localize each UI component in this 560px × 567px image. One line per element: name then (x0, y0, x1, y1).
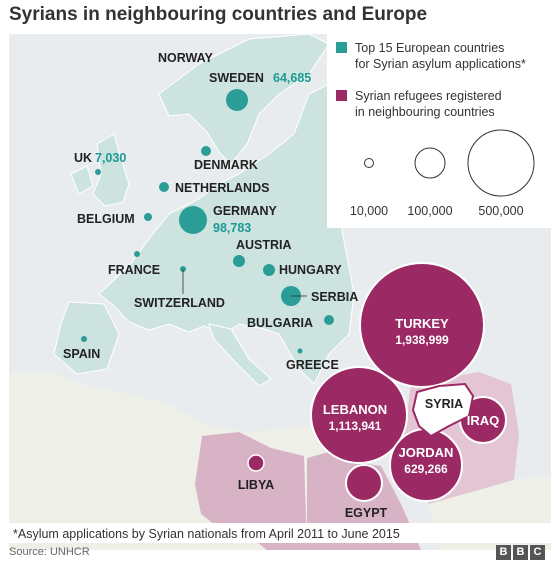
bubble-turkey (359, 262, 485, 388)
europe-markers (81, 89, 334, 354)
logo-letter: B (513, 545, 528, 560)
source-note: Source: UNHCR (9, 546, 90, 558)
legend-circle-medium (414, 147, 446, 179)
logo-letter: B (496, 545, 511, 560)
label-spain: SPAIN (63, 347, 100, 361)
marker-uk (95, 169, 101, 175)
bubble-egypt (345, 464, 383, 502)
label-serbia: SERBIA (311, 290, 358, 304)
label-france: FRANCE (108, 263, 160, 277)
chart-title: Syrians in neighbouring countries and Eu… (9, 4, 428, 25)
legend-swatch-refugees (336, 90, 347, 101)
neighbour-markers (247, 262, 507, 502)
marker-netherlands (159, 182, 169, 192)
marker-bulgaria (324, 315, 334, 325)
legend-circle-large (467, 129, 535, 197)
label-belgium: BELGIUM (77, 212, 135, 226)
marker-hungary (263, 264, 275, 276)
label-hungary: HUNGARY (279, 263, 342, 277)
value-lebanon: 1,113,941 (329, 419, 382, 433)
marker-denmark (201, 146, 211, 156)
label-lebanon: LEBANON (323, 402, 387, 417)
label-austria: AUSTRIA (236, 238, 292, 252)
value-sweden: 64,685 (273, 71, 311, 85)
label-jordan: JORDAN (399, 445, 454, 460)
footnote: *Asylum applications by Syrian nationals… (13, 527, 400, 541)
logo-letter: C (530, 545, 545, 560)
marker-france (134, 251, 140, 257)
label-sweden: SWEDEN (209, 71, 264, 85)
bubble-lebanon (310, 366, 408, 464)
marker-greece (297, 348, 303, 354)
italy-land (208, 323, 272, 387)
marker-belgium (144, 213, 152, 221)
label-norway: NORWAY (158, 51, 214, 65)
value-turkey: 1,938,999 (395, 333, 449, 347)
ireland-land (70, 165, 94, 195)
map: Top 15 European countries for Syrian asy… (9, 34, 551, 550)
bbc-logo: B B C (496, 545, 545, 560)
value-jordan: 629,266 (404, 462, 448, 476)
label-germany: GERMANY (213, 204, 278, 218)
label-uk: UK (74, 151, 92, 165)
marker-austria (233, 255, 245, 267)
legend-europe-line2: for Syrian asylum applications* (355, 57, 526, 71)
marker-sweden (226, 89, 248, 111)
label-greece: GREECE (286, 358, 339, 372)
value-germany: 98,783 (213, 221, 251, 235)
value-uk: 7,030 (95, 151, 126, 165)
legend-panel (327, 34, 551, 228)
europe-land (53, 83, 355, 385)
label-iraq: IRAQ (467, 413, 500, 428)
legend-refugees-line2: in neighbouring countries (355, 105, 495, 119)
libya-land (195, 432, 307, 550)
legend-size-label: 500,000 (478, 204, 523, 218)
marker-germany (179, 206, 207, 234)
label-egypt: EGYPT (345, 506, 388, 520)
label-switzerland: SWITZERLAND (134, 296, 225, 310)
label-turkey: TURKEY (395, 316, 449, 331)
label-syria: SYRIA (425, 397, 463, 411)
label-netherlands: NETHERLANDS (175, 181, 269, 195)
uk-land (92, 133, 130, 207)
bubble-libya (247, 454, 265, 472)
legend: Top 15 European countries for Syrian asy… (327, 34, 551, 228)
label-denmark: DENMARK (194, 158, 258, 172)
legend-swatch-europe (336, 42, 347, 53)
legend-size-label: 100,000 (407, 204, 452, 218)
label-bulgaria: BULGARIA (247, 316, 313, 330)
legend-refugees-line1: Syrian refugees registered (355, 89, 502, 103)
syria-outline (411, 382, 475, 438)
legend-europe-line1: Top 15 European countries (355, 41, 504, 55)
footnote-strip (9, 523, 551, 543)
marker-spain (81, 336, 87, 342)
label-libya: LIBYA (238, 478, 274, 492)
legend-size-label: 10,000 (350, 204, 388, 218)
legend-circle-small (364, 158, 374, 168)
